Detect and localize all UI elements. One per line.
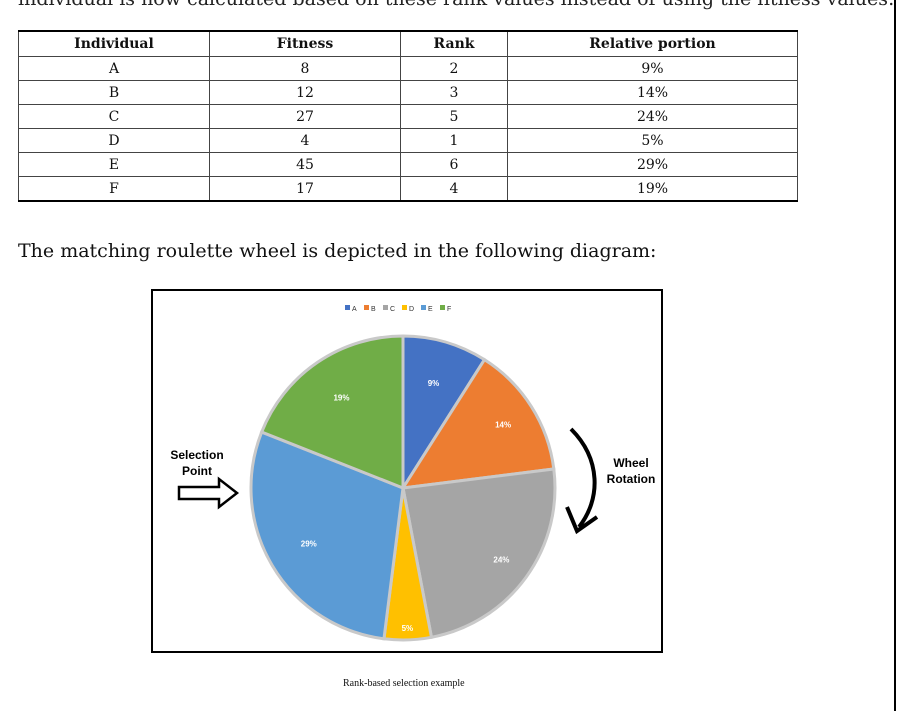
header-fitness: Fitness — [209, 30, 401, 57]
pie-slice-b — [400, 357, 556, 490]
table-row: B 12 3 14% — [18, 80, 798, 105]
table-row: A 8 2 9% — [18, 56, 798, 81]
cell: 19% — [507, 176, 798, 202]
cell: 9% — [507, 56, 798, 81]
cell: 24% — [507, 104, 798, 129]
pie-slice-labels: 9% 14% 24% 5% 29% 19% — [301, 379, 511, 633]
page-edge-rule — [894, 0, 896, 711]
header-relative-portion: Relative portion — [507, 30, 798, 57]
chart-legend: A B C D E F — [345, 305, 451, 313]
legend-swatch-b — [364, 305, 369, 310]
cell: F — [18, 176, 210, 202]
wheel-rotation-label-2: Rotation — [607, 472, 656, 486]
legend-label-c: C — [390, 306, 395, 313]
legend-label-e: E — [428, 306, 433, 313]
selection-arrow-icon — [177, 476, 240, 510]
legend-label-f: F — [447, 306, 451, 313]
cell: 12 — [209, 80, 401, 105]
pie-label-f: 19% — [333, 394, 349, 403]
table-row: E 45 6 29% — [18, 152, 798, 177]
cell: B — [18, 80, 210, 105]
legend-swatch-c — [383, 305, 388, 310]
selection-point-label: Selection — [170, 448, 223, 462]
cell: 2 — [400, 56, 508, 81]
cell: A — [18, 56, 210, 81]
pie-label-a: 9% — [428, 379, 440, 388]
intro-paragraph: The matching roulette wheel is depicted … — [18, 240, 657, 262]
pie-slices — [249, 334, 557, 642]
pie-slice-f — [259, 334, 405, 491]
cut-off-text-line: individual is now calculated based on th… — [18, 0, 894, 10]
cell: 5 — [400, 104, 508, 129]
cell: 4 — [400, 176, 508, 202]
cell: 17 — [209, 176, 401, 202]
legend-swatch-d — [402, 305, 407, 310]
legend-label-d: D — [409, 306, 414, 313]
cell: 27 — [209, 104, 401, 129]
cell: 6 — [400, 152, 508, 177]
cell: 45 — [209, 152, 401, 177]
legend-swatch-a — [345, 305, 350, 310]
rank-table: Individual Fitness Rank Relative portion… — [18, 30, 798, 202]
cell: 29% — [507, 152, 798, 177]
legend-label-b: B — [371, 306, 376, 313]
header-rank: Rank — [400, 30, 508, 57]
header-individual: Individual — [18, 30, 210, 57]
pie-slice-e — [249, 430, 405, 641]
wheel-rotation-label: Wheel — [613, 456, 648, 470]
rotation-arrowhead-icon — [565, 506, 599, 535]
table-header-row: Individual Fitness Rank Relative portion — [18, 30, 798, 57]
cell: E — [18, 152, 210, 177]
cell: 4 — [209, 128, 401, 153]
legend-swatch-e — [421, 305, 426, 310]
pie-label-d: 5% — [402, 624, 414, 633]
table-row: D 4 1 5% — [18, 128, 798, 153]
pie-label-c: 24% — [493, 556, 509, 565]
cell: 14% — [507, 80, 798, 105]
legend-label-a: A — [352, 306, 357, 313]
pie-label-e: 29% — [301, 540, 317, 549]
cell: C — [18, 104, 210, 129]
pie-label-b: 14% — [495, 421, 511, 430]
cell: 8 — [209, 56, 401, 81]
selection-point-label-2: Point — [182, 464, 212, 478]
cell: D — [18, 128, 210, 153]
figure-caption: Rank-based selection example — [343, 678, 465, 689]
table-row: F 17 4 19% — [18, 176, 798, 202]
rotation-arc-icon — [569, 427, 597, 529]
cell: 3 — [400, 80, 508, 105]
cell: 5% — [507, 128, 798, 153]
pie-slice-a — [401, 334, 487, 494]
pie-slice-c — [401, 467, 557, 640]
table-row: C 27 5 24% — [18, 104, 798, 129]
legend-swatch-f — [440, 305, 445, 310]
cell: 1 — [400, 128, 508, 153]
